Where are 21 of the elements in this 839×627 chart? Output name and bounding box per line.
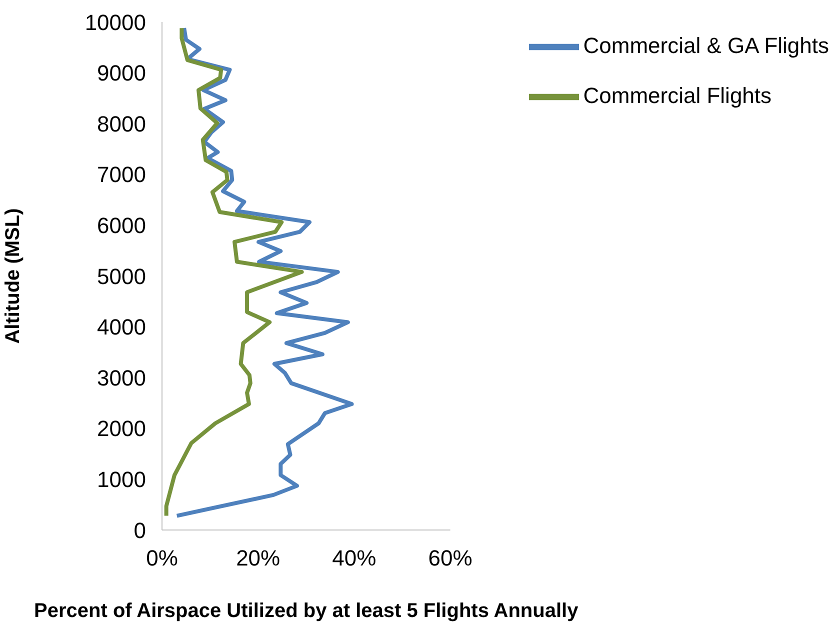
y-tick-label: 6000 bbox=[97, 213, 146, 238]
x-tick-label: 40% bbox=[332, 546, 376, 571]
x-tick-label: 20% bbox=[236, 546, 280, 571]
line-series bbox=[164, 26, 304, 518]
y-tick-label: 8000 bbox=[97, 111, 146, 136]
y-tick-label: 4000 bbox=[97, 314, 146, 340]
y-tick-label: 5000 bbox=[97, 264, 146, 289]
y-axis-title: Altitude (MSL) bbox=[2, 208, 24, 344]
y-tick-label: 0 bbox=[134, 518, 146, 543]
y-tick-label: 2000 bbox=[97, 416, 146, 442]
legend-label: Commercial & GA Flights bbox=[583, 32, 829, 58]
x-axis-title: Percent of Airspace Utilized by at least 5 Flights Annually bbox=[34, 600, 580, 622]
y-tick-label: 7000 bbox=[97, 162, 146, 188]
x-tick-label: 60% bbox=[428, 546, 472, 571]
y-tick-label: 1000 bbox=[97, 467, 146, 492]
x-tick-label: 0% bbox=[146, 546, 178, 571]
y-tick-label: 9000 bbox=[97, 60, 146, 86]
y-tick-label: 10000 bbox=[84, 10, 146, 35]
y-tick-label: 3000 bbox=[97, 365, 146, 390]
line-series bbox=[174, 26, 354, 518]
legend-label: Commercial Flights bbox=[583, 82, 772, 108]
